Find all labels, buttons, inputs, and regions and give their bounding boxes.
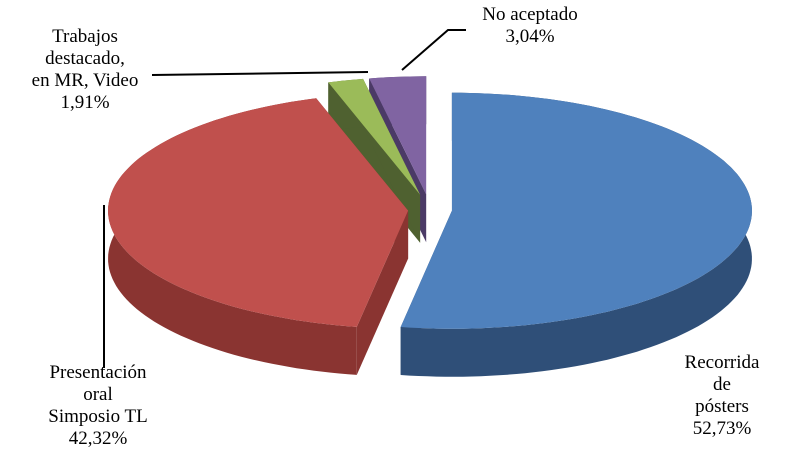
category-label: No aceptado — [482, 4, 578, 25]
slice-label: Presentación oral Simposio TL 42,32% — [48, 362, 147, 450]
slice — [400, 92, 752, 329]
slice-edge — [356, 210, 409, 375]
value-label: 42,32% — [68, 428, 128, 449]
slice-label: Recorrida de pósters 52,73% — [677, 352, 767, 440]
value-label: 1,91% — [60, 92, 110, 113]
category-label: Recorrida de pósters — [684, 352, 760, 417]
slice — [369, 76, 427, 195]
leader-line — [401, 29, 466, 71]
leader-line — [151, 71, 369, 76]
slice — [108, 98, 409, 327]
value-label: 52,73% — [692, 418, 752, 439]
category-label: Trabajos destacado, en MR, Video — [31, 26, 139, 91]
slice-label: Trabajos destacado, en MR, Video 1,91% — [32, 26, 139, 114]
slice — [328, 78, 421, 195]
pie — [108, 76, 752, 377]
category-label: Presentación oral Simposio TL — [48, 362, 148, 427]
slice-label: No aceptado 3,04% — [482, 4, 577, 48]
value-label: 3,04% — [505, 26, 555, 47]
